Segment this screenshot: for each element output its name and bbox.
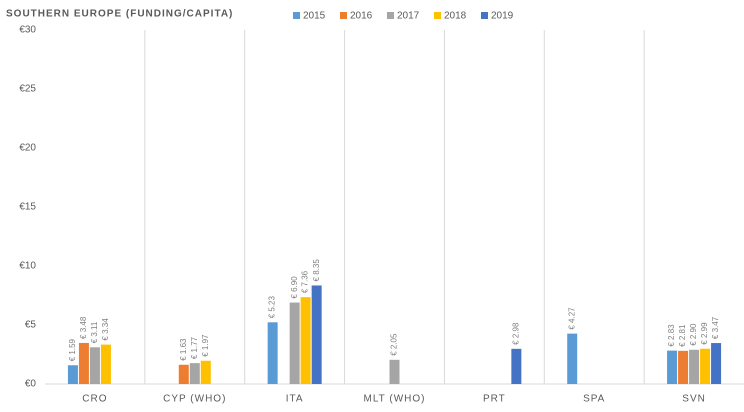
x-tick-label: MLT (WHO) [364,394,426,405]
value-label: € 1.63 [179,338,188,361]
bar [178,364,189,384]
legend-swatch [340,12,347,19]
y-tick-label: €10 [19,261,36,272]
bar [511,348,522,384]
value-label: € 1.97 [201,334,210,357]
x-tick-label: CYP (WHO) [163,394,226,405]
legend-swatch [434,12,441,19]
value-label: € 2.83 [667,324,676,347]
value-label: € 3.48 [79,316,88,339]
bar [689,349,700,384]
bar [311,285,322,384]
value-label: € 2.90 [689,323,698,346]
legend-swatch [387,12,394,19]
x-tick-label: SPA [583,394,605,405]
legend-label: 2017 [397,11,420,22]
bar [100,344,111,384]
value-label: € 2.99 [700,322,709,345]
value-label: € 1.77 [190,336,199,359]
x-tick-label: PRT [483,394,506,405]
y-tick-label: €5 [25,320,37,331]
value-label: € 2.81 [678,324,687,347]
x-tick-label: CRO [82,394,107,405]
bar [289,302,300,384]
bar [567,333,578,384]
bar [711,343,722,384]
legend-label: 2016 [350,11,373,22]
y-tick-label: €25 [19,84,36,95]
legend-label: 2015 [303,11,326,22]
bar [389,359,400,384]
bar [700,348,711,384]
value-label: € 2.98 [511,322,520,345]
bar [78,342,89,384]
bar [200,360,211,384]
bar [67,365,78,384]
legend-swatch [293,12,300,19]
value-label: € 8.35 [312,259,321,282]
value-label: € 3.47 [711,316,720,339]
bar [300,297,311,384]
legend-swatch [481,12,488,19]
value-label: € 7.36 [301,270,310,293]
x-tick-label: ITA [286,394,304,405]
y-tick-label: €20 [19,143,36,154]
x-tick-label: SVN [682,394,706,405]
bar [267,322,278,384]
y-tick-label: €30 [19,25,36,36]
legend-label: 2018 [444,11,467,22]
y-tick-label: €0 [25,379,37,390]
bar [89,347,100,384]
y-tick-label: €15 [19,202,36,213]
legend-label: 2019 [491,11,514,22]
bar [678,350,689,384]
value-label: € 1.59 [68,338,77,361]
value-label: € 5.23 [268,295,277,318]
value-label: € 3.34 [101,318,110,341]
chart-title: SOUTHERN EUROPE (FUNDING/CAPITA) [6,9,233,20]
value-label: € 2.05 [390,333,399,356]
value-label: € 3.11 [90,321,99,343]
value-label: € 6.90 [290,276,299,299]
bar [189,363,200,384]
bar [667,350,678,384]
value-label: € 4.27 [567,307,576,330]
